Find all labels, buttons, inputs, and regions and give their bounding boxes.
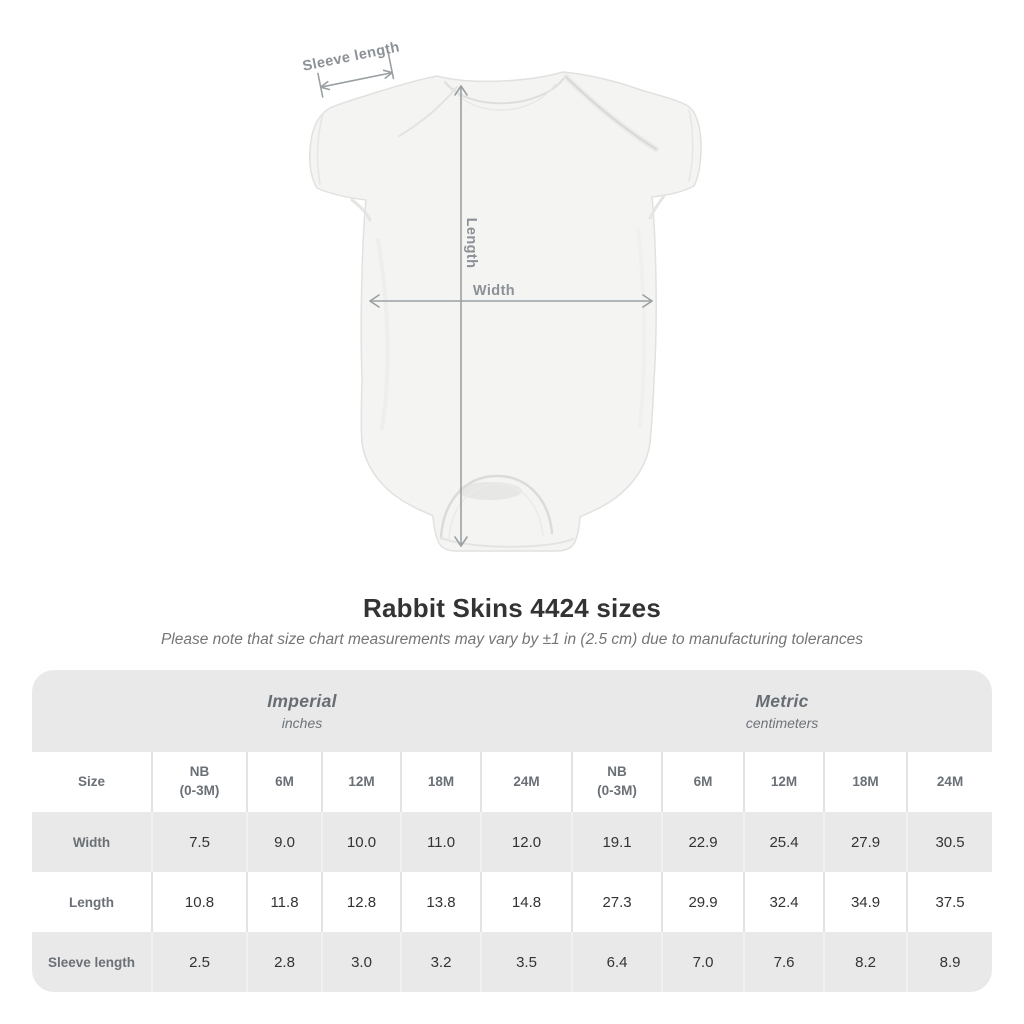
value-cell: 12.0 bbox=[479, 812, 573, 872]
left-sleeve-hem-line bbox=[316, 113, 324, 185]
bodysuit-outline bbox=[309, 71, 702, 552]
flap-outline bbox=[439, 474, 554, 540]
value-cell: 19.1 bbox=[571, 812, 663, 872]
size-column-header-imperial-12m: 12M bbox=[321, 752, 401, 812]
size-column-header-metric-nb: NB (0-3M) bbox=[571, 752, 663, 812]
size-column-header-metric-24m: 24M bbox=[906, 752, 992, 812]
table-row-length: Length 10.8 11.8 12.8 13.8 14.8 27.3 29.… bbox=[32, 872, 992, 932]
left-lap-flap-line bbox=[398, 86, 458, 137]
unit-band-row: Imperial inches Metric centimeters bbox=[32, 670, 992, 752]
value-cell: 27.3 bbox=[571, 872, 663, 932]
table-row-width: Width 7.5 9.0 10.0 11.0 12.0 19.1 22.9 2… bbox=[32, 812, 992, 872]
value-cell: 12.8 bbox=[321, 872, 401, 932]
right-lap-flap-line bbox=[565, 76, 657, 150]
value-cell: 32.4 bbox=[743, 872, 825, 932]
value-cell: 13.8 bbox=[400, 872, 481, 932]
metric-unit-label: centimeters bbox=[745, 715, 819, 731]
value-cell: 7.0 bbox=[661, 932, 745, 992]
row-label: Length bbox=[32, 872, 152, 932]
crotch-flap bbox=[439, 474, 574, 548]
right-torso-crease bbox=[636, 228, 647, 427]
row-label: Width bbox=[32, 812, 152, 872]
value-cell: 2.5 bbox=[151, 932, 247, 992]
length-dimension-arrow bbox=[454, 85, 468, 547]
value-cell: 25.4 bbox=[743, 812, 825, 872]
value-cell: 3.0 bbox=[321, 932, 401, 992]
tolerance-note: Please note that size chart measurements… bbox=[160, 631, 864, 648]
value-cell: 11.0 bbox=[400, 812, 481, 872]
length-label: Length bbox=[463, 218, 479, 269]
page-title: Rabbit Skins 4424 sizes bbox=[363, 593, 661, 623]
value-cell: 9.0 bbox=[246, 812, 322, 872]
value-cell: 14.8 bbox=[479, 872, 573, 932]
value-cell: 37.5 bbox=[906, 872, 992, 932]
size-column-header-imperial-18m: 18M bbox=[400, 752, 481, 812]
sleeve-length-label: Sleeve length bbox=[301, 39, 401, 74]
left-armpit-shadow bbox=[350, 198, 372, 222]
bodysuit-diagram: Sleeve length Length Width bbox=[301, 39, 702, 552]
right-armpit-shadow bbox=[648, 194, 666, 220]
value-cell: 8.9 bbox=[906, 932, 992, 992]
value-cell: 10.0 bbox=[321, 812, 401, 872]
size-column-header-imperial-6m: 6M bbox=[246, 752, 322, 812]
bottom-hem-line bbox=[440, 537, 574, 548]
value-cell: 34.9 bbox=[823, 872, 908, 932]
value-cell: 6.4 bbox=[571, 932, 663, 992]
right-sleeve-hem-line bbox=[688, 109, 694, 182]
size-column-header-imperial-24m: 24M bbox=[479, 752, 573, 812]
unit-group-metric: Metric centimeters bbox=[572, 670, 992, 752]
width-label: Width bbox=[473, 283, 515, 299]
size-table-grid: Imperial inches Metric centimeters Size … bbox=[32, 670, 992, 992]
value-cell: 8.2 bbox=[823, 932, 908, 992]
flap-binding-line bbox=[448, 483, 544, 540]
value-cell: 7.5 bbox=[151, 812, 247, 872]
size-column-header-metric-6m: 6M bbox=[661, 752, 745, 812]
value-cell: 2.8 bbox=[246, 932, 322, 992]
fabric-details bbox=[316, 109, 694, 430]
row-label: Sleeve length bbox=[32, 932, 152, 992]
value-cell: 7.6 bbox=[743, 932, 825, 992]
value-cell: 30.5 bbox=[906, 812, 992, 872]
left-torso-crease bbox=[376, 238, 390, 430]
imperial-unit-label: inches bbox=[281, 715, 323, 731]
value-cell: 22.9 bbox=[661, 812, 745, 872]
flap-shadow bbox=[458, 482, 522, 500]
value-cell: 10.8 bbox=[151, 872, 247, 932]
size-column-header-metric-18m: 18M bbox=[823, 752, 908, 812]
size-header-row: Size NB (0-3M) 6M 12M 18M 24M NB (0-3M) … bbox=[32, 752, 992, 812]
value-cell: 3.2 bbox=[400, 932, 481, 992]
size-column-header-metric-12m: 12M bbox=[743, 752, 825, 812]
corner-size-label: Size bbox=[32, 752, 152, 812]
metric-label: Metric bbox=[755, 691, 809, 711]
imperial-label: Imperial bbox=[267, 691, 337, 711]
size-table: Imperial inches Metric centimeters Size … bbox=[32, 670, 992, 992]
value-cell: 27.9 bbox=[823, 812, 908, 872]
table-row-sleeve-length: Sleeve length 2.5 2.8 3.0 3.2 3.5 6.4 7.… bbox=[32, 932, 992, 992]
value-cell: 29.9 bbox=[661, 872, 745, 932]
dimension-arrows bbox=[317, 50, 653, 547]
value-cell: 11.8 bbox=[246, 872, 322, 932]
size-column-header-imperial-nb: NB (0-3M) bbox=[151, 752, 247, 812]
unit-group-imperial: Imperial inches bbox=[32, 670, 573, 752]
width-dimension-arrow bbox=[369, 294, 653, 308]
value-cell: 3.5 bbox=[479, 932, 573, 992]
sleeve-length-dimension-arrow bbox=[317, 50, 395, 98]
